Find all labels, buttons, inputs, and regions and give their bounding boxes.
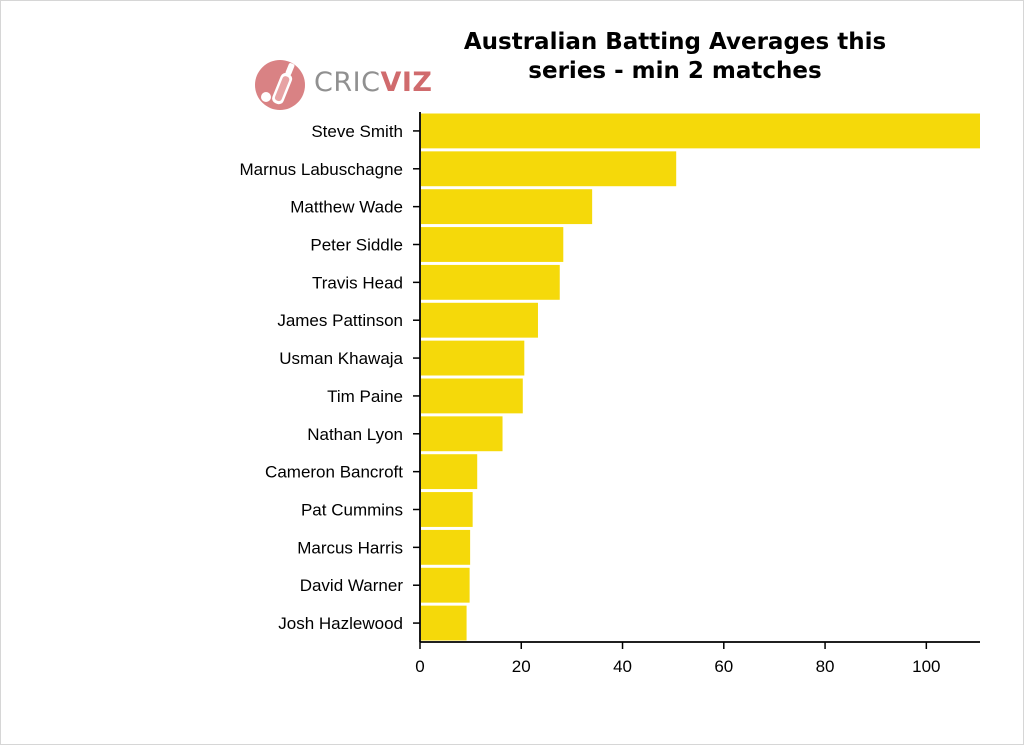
y-tick-label-matthew-wade: Matthew Wade xyxy=(290,198,403,217)
cricket-bat-ball-icon xyxy=(255,60,305,110)
chart-title: Australian Batting Averages this series … xyxy=(400,28,950,86)
x-tick-label-60: 60 xyxy=(714,657,733,676)
bar-james-pattinson xyxy=(421,302,538,338)
y-tick-label-marnus-labuschagne: Marnus Labuschagne xyxy=(239,160,403,179)
bar-marnus-labuschagne xyxy=(421,151,677,187)
y-tick-label-james-pattinson: James Pattinson xyxy=(277,311,403,330)
bars-group xyxy=(421,113,980,641)
y-tick-label-tim-paine: Tim Paine xyxy=(327,387,403,406)
y-tick-label-peter-siddle: Peter Siddle xyxy=(310,236,403,255)
y-tick-label-nathan-lyon: Nathan Lyon xyxy=(307,425,403,444)
logo-text-prefix: CRIC xyxy=(314,67,381,98)
bar-marcus-harris xyxy=(421,529,471,565)
bar-nathan-lyon xyxy=(421,416,503,452)
chart-title-line-2: series - min 2 matches xyxy=(528,58,822,84)
y-tick-label-cameron-bancroft: Cameron Bancroft xyxy=(265,463,403,482)
y-tick-label-pat-cummins: Pat Cummins xyxy=(301,501,403,520)
y-tick-label-david-warner: David Warner xyxy=(300,576,404,595)
bar-usman-khawaja xyxy=(421,340,525,376)
bar-travis-head xyxy=(421,264,560,300)
x-tick-label-40: 40 xyxy=(613,657,632,676)
y-tick-label-marcus-harris: Marcus Harris xyxy=(297,538,403,557)
bar-tim-paine xyxy=(421,378,523,414)
x-tick-label-0: 0 xyxy=(415,657,424,676)
bar-pat-cummins xyxy=(421,492,473,527)
bar-peter-siddle xyxy=(421,227,564,262)
logo-text-suffix: VIZ xyxy=(380,67,433,98)
bar-steve-smith xyxy=(421,113,980,149)
x-tick-label-80: 80 xyxy=(816,657,835,676)
y-tick-label-travis-head: Travis Head xyxy=(312,273,403,292)
y-tick-label-josh-hazlewood: Josh Hazlewood xyxy=(278,614,403,633)
x-tick-label-100: 100 xyxy=(912,657,940,676)
bar-david-warner xyxy=(421,567,470,603)
bar-josh-hazlewood xyxy=(421,605,467,641)
bar-cameron-bancroft xyxy=(421,454,478,490)
y-tick-label-usman-khawaja: Usman Khawaja xyxy=(279,349,403,368)
y-tick-label-steve-smith: Steve Smith xyxy=(311,122,403,141)
logo-text: CRICVIZ xyxy=(314,68,432,98)
x-tick-label-20: 20 xyxy=(512,657,531,676)
chart-title-line-1: Australian Batting Averages this xyxy=(463,29,887,55)
bar-matthew-wade xyxy=(421,189,593,225)
axes-group: Steve Smith Marnus Labuschagne Matthew Wad… xyxy=(239,112,980,676)
